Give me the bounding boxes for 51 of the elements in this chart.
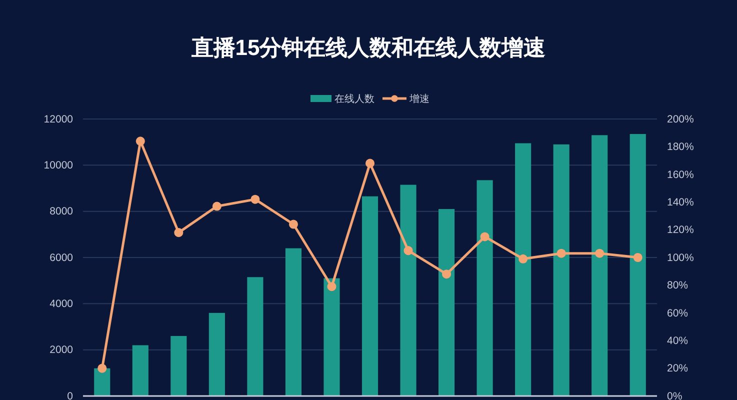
point [442, 270, 452, 279]
legend-label: 在线人数 [334, 93, 374, 105]
bar [94, 368, 110, 396]
point [633, 252, 642, 262]
y2-tick-label: 80% [667, 280, 688, 292]
legend-label: 增速 [408, 93, 430, 105]
point [174, 228, 184, 238]
bar [515, 143, 532, 396]
y-tick-label: 4000 [50, 298, 74, 310]
y2-tick-label: 200% [667, 113, 694, 126]
y2-tick-label: 60% [667, 307, 688, 320]
bar [324, 278, 340, 396]
point [595, 248, 604, 258]
bar [592, 135, 608, 396]
point [288, 220, 298, 229]
point [250, 194, 260, 204]
y2-tick-label: 40% [667, 334, 688, 347]
y2-tick-label: 180% [667, 141, 694, 154]
point [404, 246, 413, 256]
bar [132, 345, 148, 396]
bar [476, 180, 493, 396]
point [212, 202, 222, 211]
point [556, 248, 566, 258]
y2-tick-label: 0% [667, 390, 682, 400]
point [136, 136, 145, 146]
y2-tick-label: 160% [667, 168, 694, 181]
y-tick-label: 6000 [50, 252, 74, 264]
y2-tick-label: 20% [667, 362, 688, 375]
point [98, 364, 107, 373]
y2-tick-label: 100% [667, 252, 694, 264]
bar [438, 209, 455, 396]
y-tick-label: 10000 [44, 160, 74, 172]
y-tick-label: 0 [67, 390, 74, 400]
point [327, 282, 336, 292]
bar [170, 336, 187, 396]
y-tick-label: 2000 [50, 344, 74, 356]
bar [247, 277, 264, 396]
bar [553, 144, 570, 396]
bar [362, 196, 378, 396]
point [365, 158, 375, 168]
bar [285, 248, 302, 396]
point [518, 254, 528, 264]
y-tick-label: 8000 [50, 206, 74, 218]
chart-title: 直播15分钟在线人数和在线人数增速 [190, 35, 546, 60]
y-tick-label: 12000 [44, 113, 74, 126]
y2-tick-label: 120% [667, 224, 694, 236]
y2-tick-label: 140% [667, 196, 694, 208]
point [480, 232, 490, 242]
bar [400, 184, 416, 396]
bar [630, 134, 646, 396]
bar [208, 312, 225, 396]
